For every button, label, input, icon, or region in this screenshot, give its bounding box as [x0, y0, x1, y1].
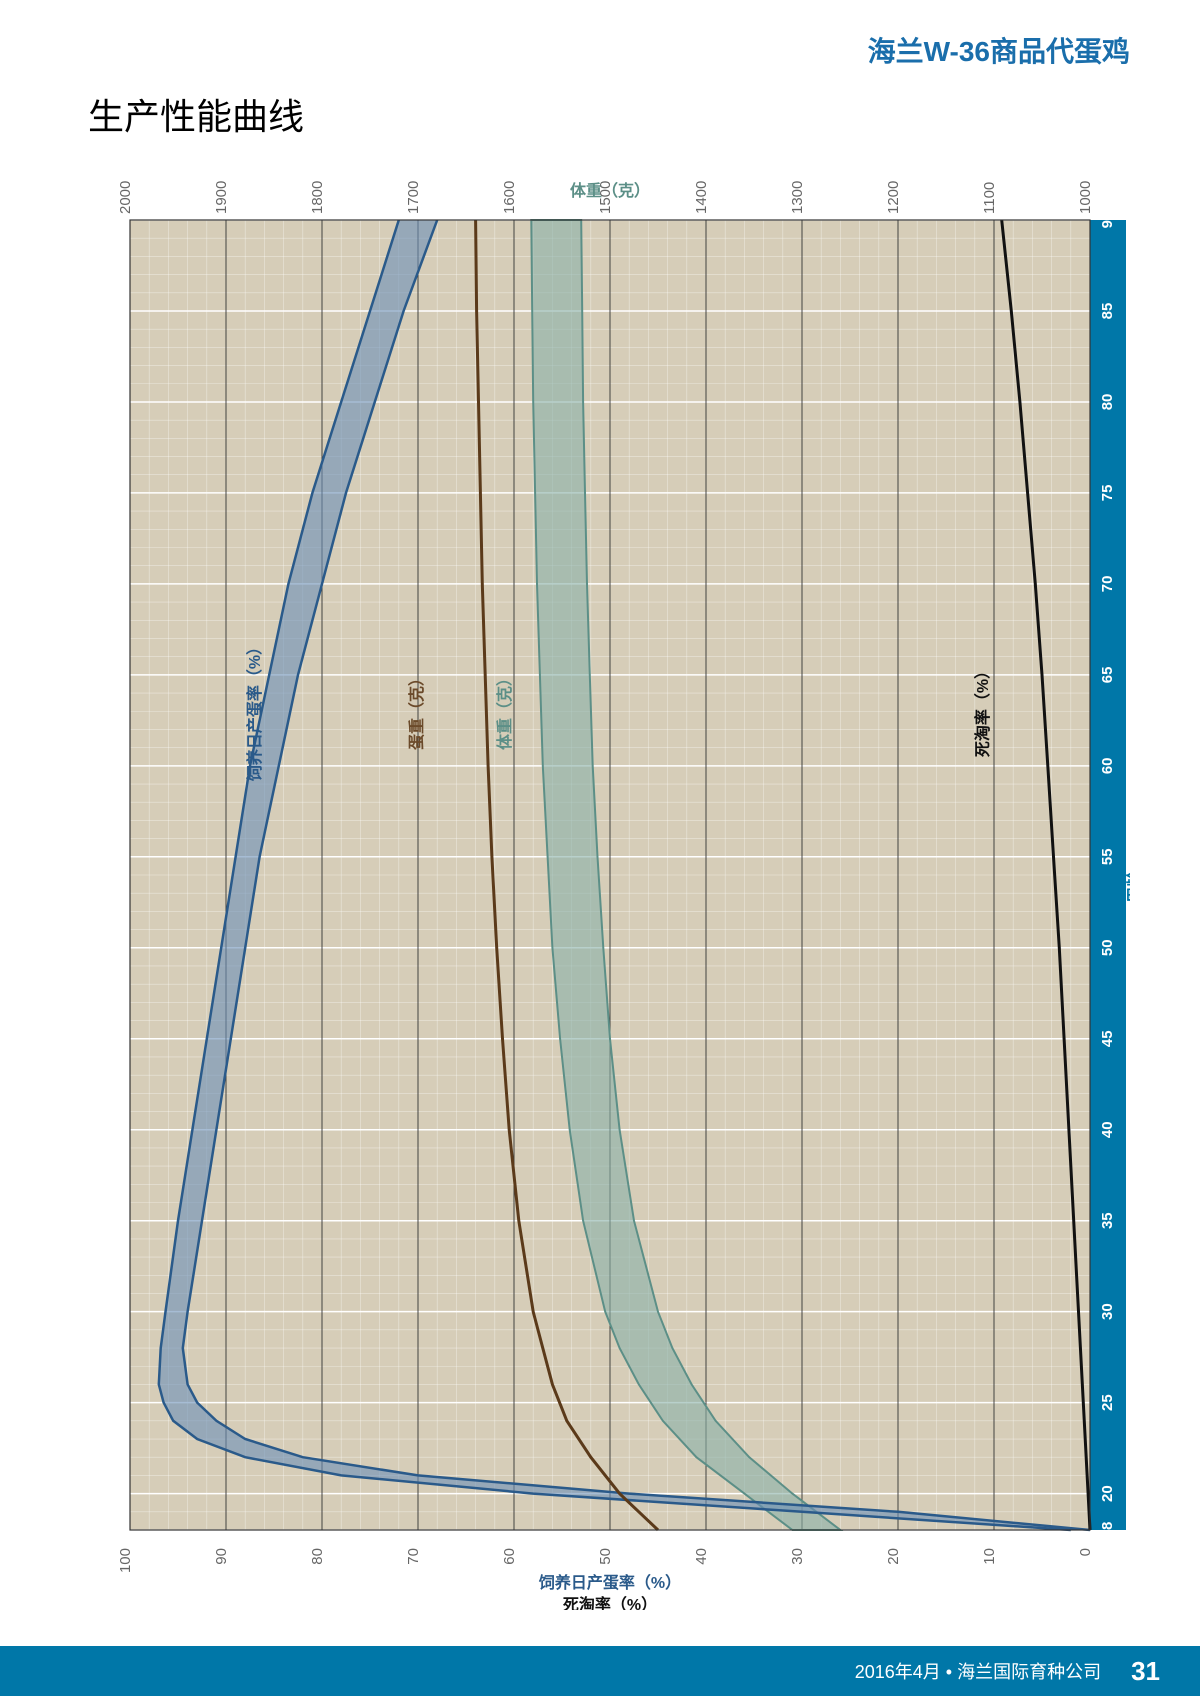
svg-text:死淘率（%）: 死淘率（%）	[973, 663, 992, 757]
chart-svg: 体重（克）10001100120013001400150016001700180…	[70, 180, 1130, 1610]
svg-text:1700: 1700	[405, 181, 422, 214]
svg-text:1100: 1100	[981, 182, 998, 214]
svg-text:90: 90	[213, 1548, 230, 1565]
svg-text:60: 60	[1099, 757, 1116, 774]
svg-text:1200: 1200	[885, 181, 902, 214]
svg-text:蛋重（克）: 蛋重（克）	[407, 670, 426, 750]
svg-text:1400: 1400	[693, 181, 710, 214]
svg-text:50: 50	[597, 1548, 614, 1565]
svg-text:30: 30	[789, 1548, 806, 1565]
svg-text:1300: 1300	[789, 181, 806, 214]
svg-text:40: 40	[693, 1548, 710, 1565]
svg-text:35: 35	[1099, 1212, 1116, 1229]
svg-text:90: 90	[1099, 212, 1116, 229]
svg-text:1000: 1000	[1077, 181, 1094, 214]
svg-text:1600: 1600	[501, 181, 518, 214]
svg-text:20: 20	[885, 1548, 902, 1565]
svg-text:1800: 1800	[309, 181, 326, 214]
svg-text:饲养日产蛋率（%）: 饲养日产蛋率（%）	[245, 639, 264, 782]
svg-text:40: 40	[1099, 1121, 1116, 1138]
svg-text:0: 0	[1077, 1548, 1094, 1556]
svg-text:65: 65	[1099, 667, 1116, 684]
svg-text:70: 70	[405, 1548, 422, 1565]
svg-text:死淘率（%）: 死淘率（%）	[563, 1595, 657, 1610]
svg-text:45: 45	[1099, 1030, 1116, 1047]
svg-text:80: 80	[309, 1548, 326, 1565]
svg-text:25: 25	[1099, 1394, 1116, 1411]
svg-text:10: 10	[981, 1548, 998, 1565]
product-title: 海兰W-36商品代蛋鸡	[868, 30, 1130, 70]
svg-text:50: 50	[1099, 939, 1116, 956]
page-number: 31	[1131, 1656, 1160, 1687]
performance-chart: 体重（克）10001100120013001400150016001700180…	[70, 180, 1130, 1610]
svg-text:2000: 2000	[117, 181, 134, 214]
svg-text:85: 85	[1099, 303, 1116, 320]
svg-text:体重（克）: 体重（克）	[495, 670, 514, 750]
svg-text:饲养日产蛋率（%）: 饲养日产蛋率（%）	[538, 1573, 681, 1592]
svg-text:20: 20	[1099, 1485, 1116, 1502]
svg-text:75: 75	[1099, 485, 1116, 502]
svg-text:80: 80	[1099, 394, 1116, 411]
page-footer: 2016年4月 • 海兰国际育种公司 31	[0, 1646, 1200, 1696]
svg-text:70: 70	[1099, 576, 1116, 593]
svg-text:1900: 1900	[213, 181, 230, 214]
page-title: 生产性能曲线	[88, 88, 304, 140]
svg-text:55: 55	[1099, 848, 1116, 865]
svg-text:18: 18	[1099, 1522, 1116, 1539]
svg-text:1500: 1500	[597, 181, 614, 214]
svg-text:100: 100	[117, 1548, 134, 1573]
footer-text: 2016年4月 • 海兰国际育种公司	[855, 1658, 1101, 1684]
svg-text:60: 60	[501, 1548, 518, 1565]
svg-text:30: 30	[1099, 1303, 1116, 1320]
